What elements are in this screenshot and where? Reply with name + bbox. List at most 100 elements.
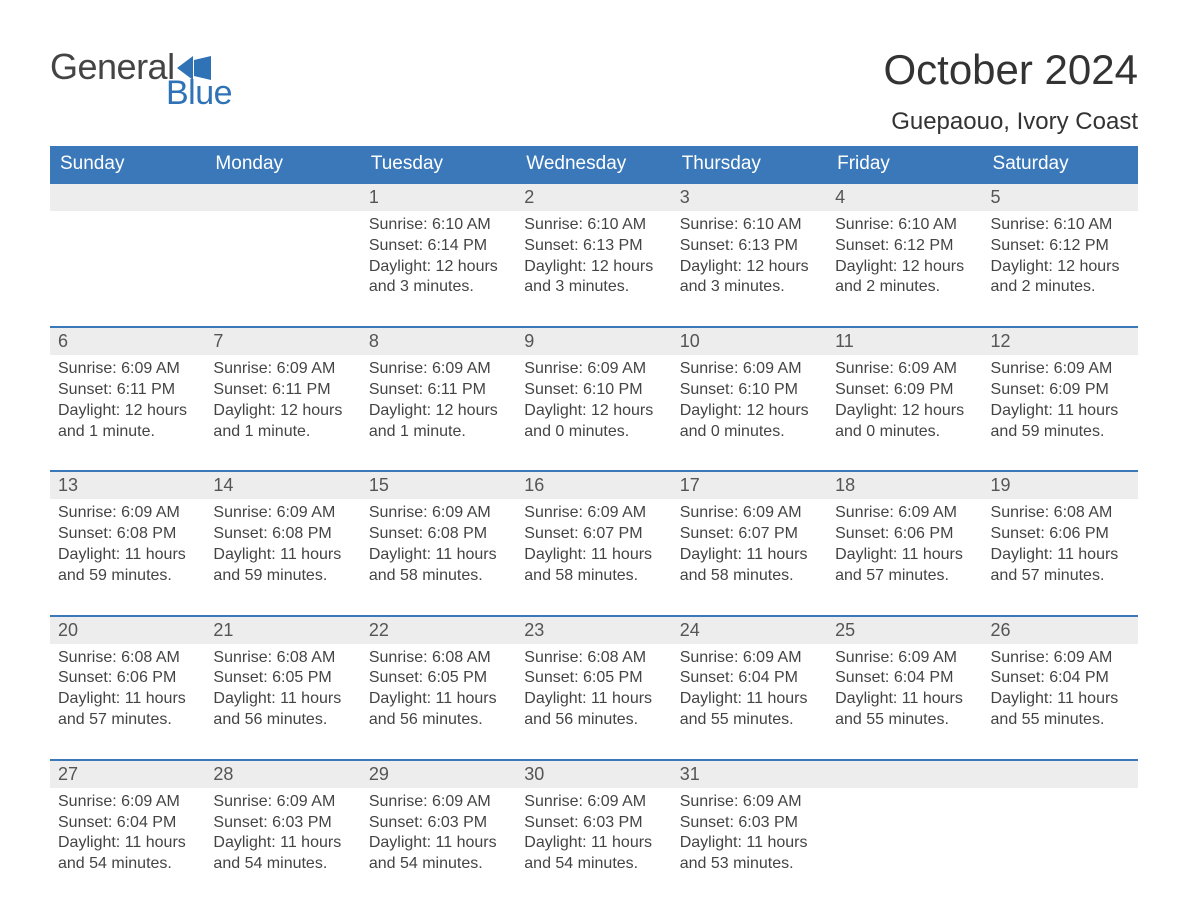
day-line-sr: Sunrise: 6:09 AM (835, 503, 974, 524)
calendar-day-cell: 31 Sunrise: 6:09 AMSunset: 6:03 PMDayligh… (672, 759, 827, 903)
day-line-sr: Sunrise: 6:09 AM (835, 648, 974, 669)
day-number-strip: 10 (672, 326, 827, 355)
day-line-ss: Sunset: 6:07 PM (524, 524, 663, 545)
day-line-d1: Daylight: 11 hours (524, 833, 663, 854)
day-body: Sunrise: 6:09 AMSunset: 6:11 PMDaylight:… (205, 359, 360, 442)
day-line-sr: Sunrise: 6:10 AM (991, 215, 1130, 236)
day-line-sr: Sunrise: 6:08 AM (213, 648, 352, 669)
day-line-d2: and 0 minutes. (835, 422, 974, 443)
day-line-sr: Sunrise: 6:10 AM (524, 215, 663, 236)
calendar-table: SundayMondayTuesdayWednesdayThursdayFrid… (50, 146, 1138, 903)
day-line-d2: and 53 minutes. (680, 854, 819, 875)
day-line-d1: Daylight: 12 hours (835, 401, 974, 422)
calendar-body: 1Sunrise: 6:10 AMSunset: 6:14 PMDaylight… (50, 182, 1138, 903)
day-line-ss: Sunset: 6:07 PM (680, 524, 819, 545)
day-body: Sunrise: 6:10 AMSunset: 6:12 PMDaylight:… (983, 215, 1138, 298)
day-line-d2: and 57 minutes. (991, 566, 1130, 587)
day-line-sr: Sunrise: 6:09 AM (680, 648, 819, 669)
day-line-d2: and 3 minutes. (369, 277, 508, 298)
brand-word-2: Blue (166, 74, 232, 113)
calendar-day-cell: 30Sunrise: 6:09 AMSunset: 6:03 PMDayligh… (516, 759, 671, 903)
day-line-ss: Sunset: 6:06 PM (835, 524, 974, 545)
day-number-strip: 5 (983, 182, 1138, 211)
calendar-day-cell: 9Sunrise: 6:09 AMSunset: 6:10 PMDaylight… (516, 326, 671, 470)
day-line-sr: Sunrise: 6:08 AM (991, 503, 1130, 524)
day-body: Sunrise: 6:10 AMSunset: 6:14 PMDaylight:… (361, 215, 516, 298)
calendar-week-row: 6Sunrise: 6:09 AMSunset: 6:11 PMDaylight… (50, 326, 1138, 470)
day-number-strip: 9 (516, 326, 671, 355)
day-line-sr: Sunrise: 6:09 AM (991, 359, 1130, 380)
day-line-sr: Sunrise: 6:09 AM (524, 792, 663, 813)
calendar-day-cell: 11Sunrise: 6:09 AMSunset: 6:09 PMDayligh… (827, 326, 982, 470)
day-number-strip: 30 (516, 759, 671, 788)
header: General Blue October 2024 Guepaouo, Ivor… (50, 46, 1138, 136)
brand-word-1: General (50, 46, 175, 88)
calendar-day-cell: 6Sunrise: 6:09 AMSunset: 6:11 PMDaylight… (50, 326, 205, 470)
calendar-day-cell: 8Sunrise: 6:09 AMSunset: 6:11 PMDaylight… (361, 326, 516, 470)
day-body: Sunrise: 6:09 AMSunset: 6:04 PMDaylight:… (672, 648, 827, 731)
calendar-day-cell: 17Sunrise: 6:09 AMSunset: 6:07 PMDayligh… (672, 470, 827, 614)
calendar-day-cell: 23Sunrise: 6:08 AMSunset: 6:05 PMDayligh… (516, 615, 671, 759)
calendar-day-cell (50, 182, 205, 326)
day-number-strip: 23 (516, 615, 671, 644)
day-line-ss: Sunset: 6:06 PM (58, 668, 197, 689)
day-line-d2: and 56 minutes. (369, 710, 508, 731)
day-line-sr: Sunrise: 6:09 AM (369, 792, 508, 813)
day-line-ss: Sunset: 6:08 PM (58, 524, 197, 545)
day-body: Sunrise: 6:09 AMSunset: 6:07 PMDaylight:… (516, 503, 671, 586)
day-line-d2: and 54 minutes. (369, 854, 508, 875)
day-body: Sunrise: 6:09 AMSunset: 6:11 PMDaylight:… (50, 359, 205, 442)
day-line-d1: Daylight: 11 hours (524, 689, 663, 710)
day-number-strip: 2 (516, 182, 671, 211)
day-line-d1: Daylight: 11 hours (213, 689, 352, 710)
day-line-d2: and 59 minutes. (58, 566, 197, 587)
day-line-d2: and 54 minutes. (524, 854, 663, 875)
day-line-d1: Daylight: 11 hours (991, 401, 1130, 422)
weekday-header: Saturday (983, 146, 1138, 182)
day-line-d2: and 55 minutes. (991, 710, 1130, 731)
day-line-d1: Daylight: 12 hours (524, 257, 663, 278)
day-line-d1: Daylight: 11 hours (369, 833, 508, 854)
calendar-day-cell: 7Sunrise: 6:09 AMSunset: 6:11 PMDaylight… (205, 326, 360, 470)
day-body: Sunrise: 6:08 AMSunset: 6:06 PMDaylight:… (983, 503, 1138, 586)
day-line-d1: Daylight: 12 hours (524, 401, 663, 422)
day-number-strip: 27 (50, 759, 205, 788)
day-body: Sunrise: 6:10 AMSunset: 6:13 PMDaylight:… (516, 215, 671, 298)
day-number-strip (983, 759, 1138, 788)
day-line-sr: Sunrise: 6:09 AM (58, 792, 197, 813)
day-body: Sunrise: 6:09 AMSunset: 6:03 PMDaylight:… (672, 792, 827, 875)
day-number-strip: 11 (827, 326, 982, 355)
day-line-ss: Sunset: 6:03 PM (369, 813, 508, 834)
day-line-sr: Sunrise: 6:09 AM (680, 503, 819, 524)
day-body: Sunrise: 6:08 AMSunset: 6:05 PMDaylight:… (205, 648, 360, 731)
calendar-day-cell: 29 Sunrise: 6:09 AMSunset: 6:03 PMDayligh… (361, 759, 516, 903)
day-line-d2: and 1 minute. (369, 422, 508, 443)
day-line-sr: Sunrise: 6:09 AM (58, 359, 197, 380)
day-line-d1: Daylight: 12 hours (213, 401, 352, 422)
day-line-d1: Daylight: 11 hours (991, 545, 1130, 566)
day-line-sr: Sunrise: 6:08 AM (524, 648, 663, 669)
calendar-day-cell (827, 759, 982, 903)
day-line-ss: Sunset: 6:03 PM (680, 813, 819, 834)
day-line-d1: Daylight: 11 hours (213, 545, 352, 566)
calendar-day-cell: 3Sunrise: 6:10 AMSunset: 6:13 PMDaylight… (672, 182, 827, 326)
day-line-d1: Daylight: 11 hours (369, 545, 508, 566)
day-line-d1: Daylight: 11 hours (213, 833, 352, 854)
day-line-sr: Sunrise: 6:09 AM (58, 503, 197, 524)
calendar-day-cell: 13Sunrise: 6:09 AMSunset: 6:08 PMDayligh… (50, 470, 205, 614)
day-line-d1: Daylight: 11 hours (835, 545, 974, 566)
day-number-strip: 12 (983, 326, 1138, 355)
day-body: Sunrise: 6:09 AMSunset: 6:09 PMDaylight:… (983, 359, 1138, 442)
day-line-d2: and 59 minutes. (213, 566, 352, 587)
weekday-header: Thursday (672, 146, 827, 182)
day-line-d2: and 3 minutes. (524, 277, 663, 298)
day-number-strip: 29 (361, 759, 516, 788)
day-number-strip: 31 (672, 759, 827, 788)
weekday-header: Sunday (50, 146, 205, 182)
day-line-d2: and 1 minute. (58, 422, 197, 443)
day-line-sr: Sunrise: 6:09 AM (524, 359, 663, 380)
day-line-d2: and 56 minutes. (524, 710, 663, 731)
day-line-sr: Sunrise: 6:09 AM (369, 503, 508, 524)
day-line-ss: Sunset: 6:09 PM (991, 380, 1130, 401)
day-number-strip: 4 (827, 182, 982, 211)
